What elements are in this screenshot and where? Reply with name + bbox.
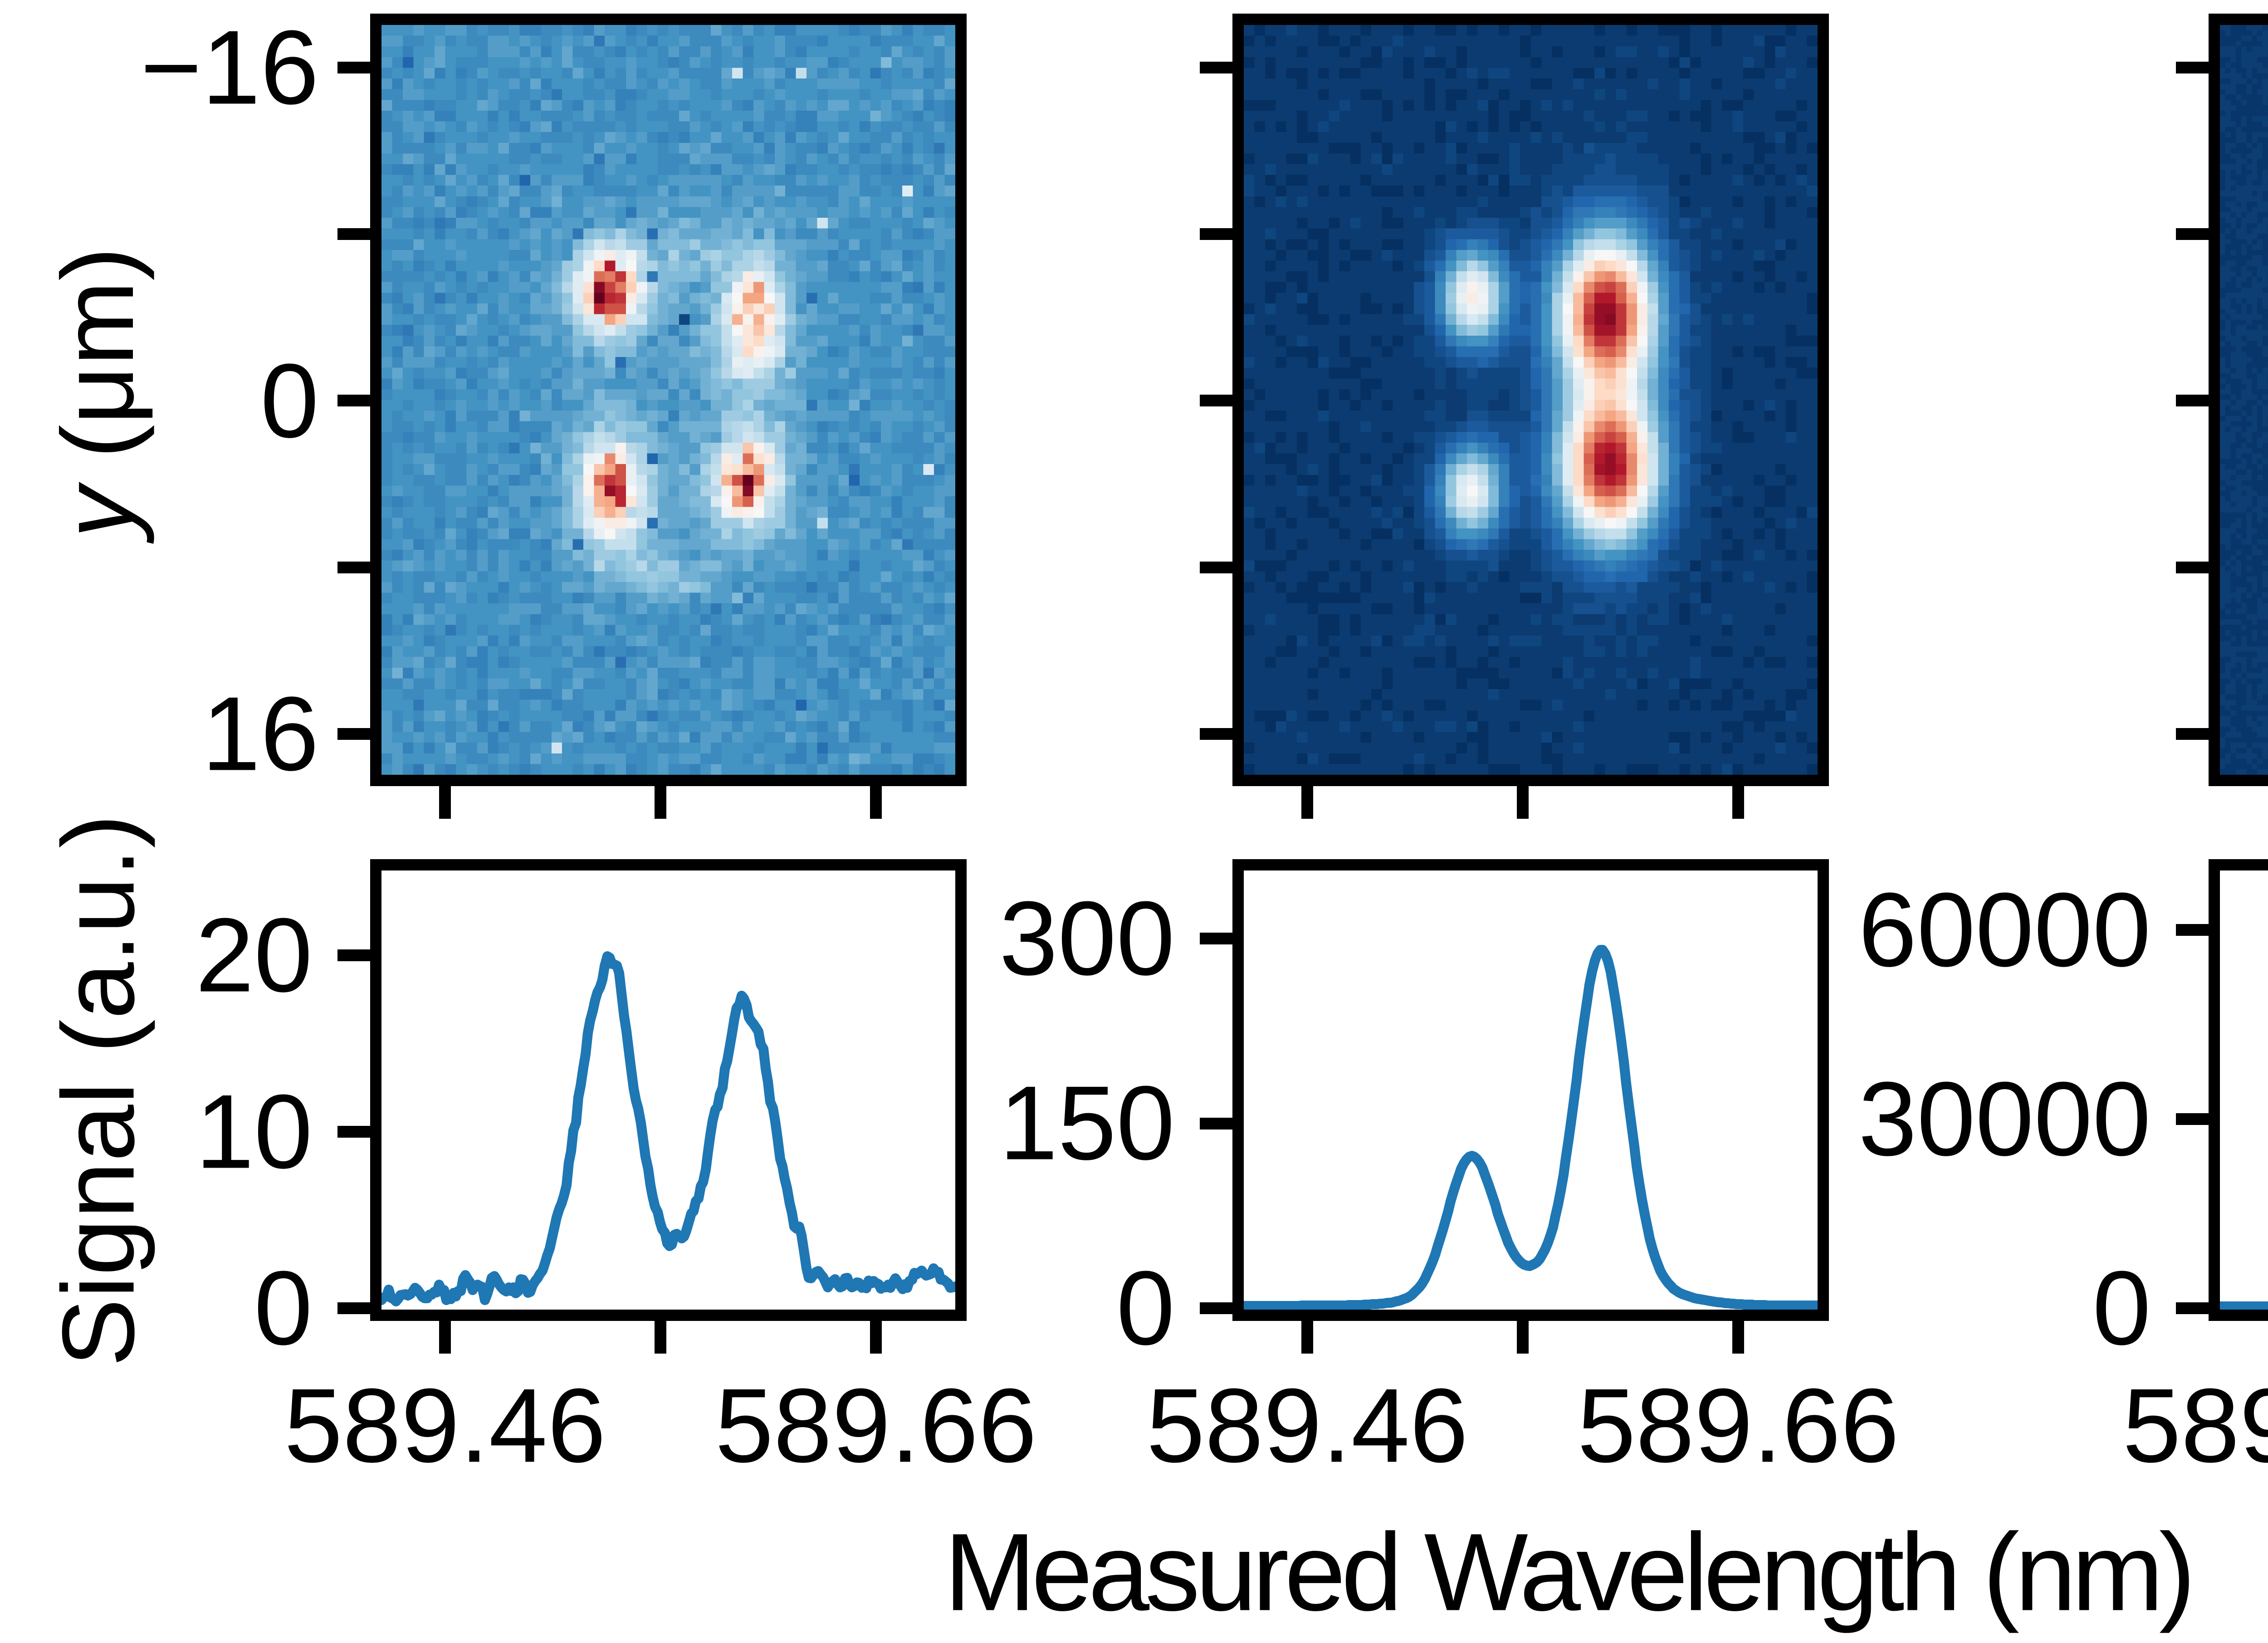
svg-text:0: 0 [254, 1250, 313, 1367]
svg-text:589.46: 589.46 [284, 1367, 606, 1485]
svg-text:−16: −16 [140, 9, 319, 127]
svg-text:16: 16 [202, 675, 319, 793]
svg-text:y (μm): y (μm) [40, 247, 155, 544]
svg-text:589.46: 589.46 [1146, 1367, 1468, 1485]
svg-text:589.66: 589.66 [1577, 1367, 1899, 1485]
svg-text:300: 300 [999, 880, 1175, 998]
svg-text:20: 20 [196, 897, 313, 1014]
svg-text:0: 0 [2092, 1250, 2151, 1367]
svg-text:0: 0 [1116, 1250, 1175, 1367]
svg-text:0: 0 [260, 342, 319, 460]
svg-text:Signal (a.u.): Signal (a.u.) [41, 814, 156, 1367]
svg-text:589.46: 589.46 [2122, 1367, 2268, 1485]
svg-text:150: 150 [999, 1065, 1175, 1182]
svg-text:10: 10 [196, 1073, 313, 1191]
svg-text:60000: 60000 [1858, 871, 2151, 989]
svg-text:30000: 30000 [1858, 1061, 2151, 1178]
svg-text:Measured Wavelength (nm): Measured Wavelength (nm) [944, 1511, 2191, 1634]
svg-text:589.66: 589.66 [715, 1367, 1037, 1485]
